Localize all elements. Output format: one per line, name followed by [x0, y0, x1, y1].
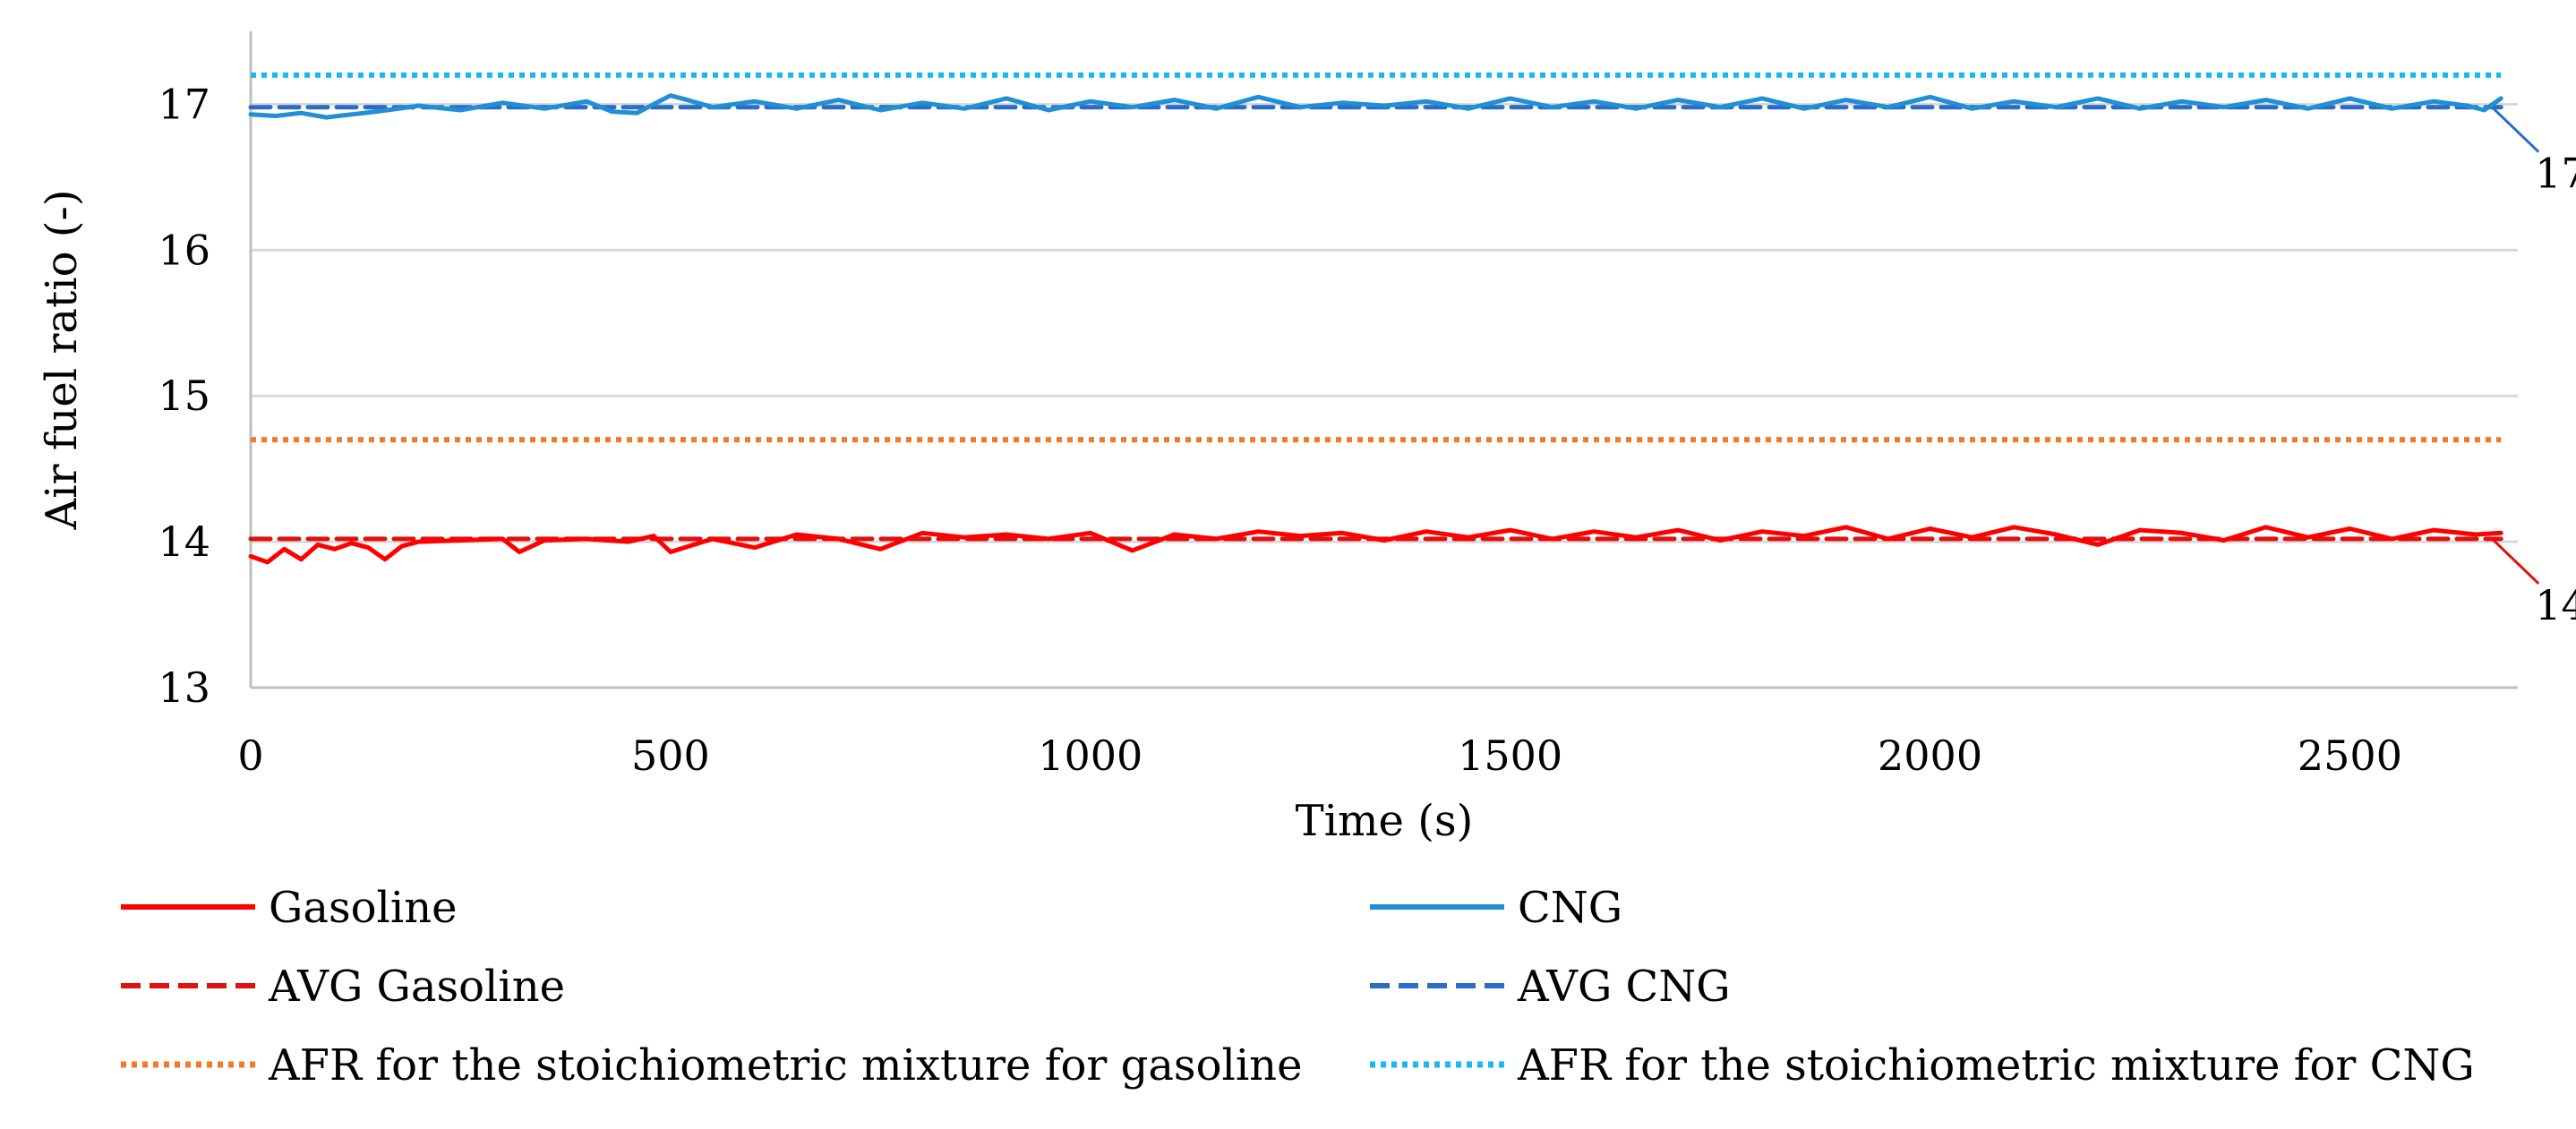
legend-label: AFR for the stoichiometric mixture for C… — [1517, 1040, 2475, 1091]
series-line-1 — [248, 93, 2503, 120]
y-tick-label: 14 — [158, 517, 210, 566]
legend-label: AFR for the stoichiometric mixture for g… — [268, 1040, 1302, 1091]
annotation-leader — [2491, 537, 2540, 585]
legend: Gasoline CNG AVG Gasoline AVG CNG AFR for th… — [121, 883, 2475, 1091]
grid-layer — [251, 102, 2518, 543]
axis-layer: 13 14 15 16 17 0 500 1000 1500 2000 2500 Time (s) Ai… — [37, 31, 2518, 846]
annotation-leader — [2491, 106, 2540, 153]
legend-label: AVG Gasoline — [268, 962, 565, 1012]
y-tick-label: 15 — [158, 372, 210, 420]
x-tick-label: 500 — [631, 731, 710, 780]
legend-label: Gasoline — [269, 883, 458, 933]
legend-label: AVG CNG — [1517, 962, 1731, 1012]
series-line-0 — [248, 525, 2503, 565]
x-axis-title: Time (s) — [1296, 796, 1474, 846]
annotation-label: 14 — [2535, 581, 2576, 629]
y-tick-label: 13 — [158, 663, 210, 712]
x-tick-label: 1500 — [1458, 731, 1562, 780]
y-tick-label: 17 — [158, 80, 210, 128]
x-tick-label: 0 — [237, 731, 263, 780]
x-tick-label: 2000 — [1878, 731, 1982, 780]
x-tick-label: 2500 — [2298, 731, 2402, 780]
annotation-label: 17 — [2535, 150, 2576, 198]
series-layer — [248, 72, 2503, 565]
y-tick-label: 16 — [158, 226, 210, 274]
legend-label: CNG — [1518, 883, 1622, 933]
y-axis-title: Air fuel ratio (-) — [37, 190, 87, 531]
x-tick-label: 1000 — [1038, 731, 1143, 780]
